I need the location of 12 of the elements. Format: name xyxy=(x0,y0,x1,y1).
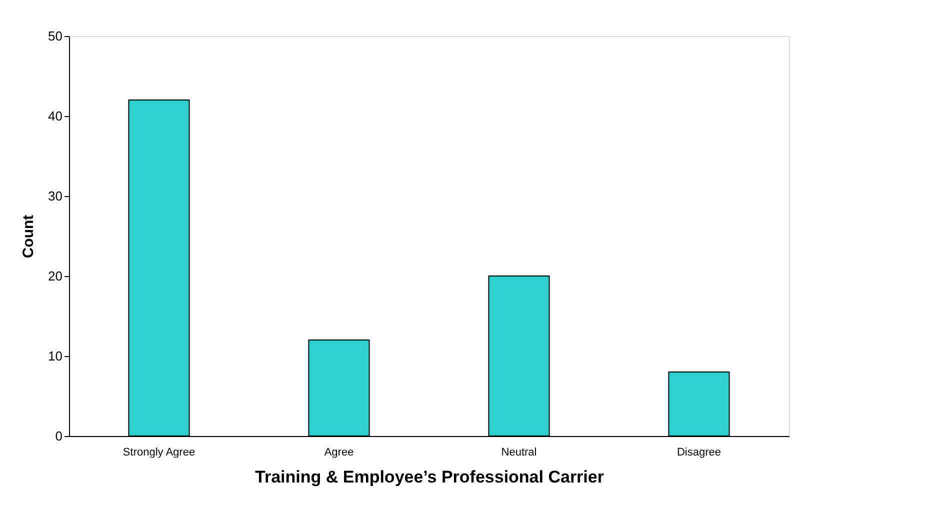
x-tick-label: Strongly Agree xyxy=(122,446,196,458)
x-tick-label: Agree xyxy=(324,446,354,458)
y-tick-label: 0 xyxy=(55,428,62,444)
y-tick-label: 30 xyxy=(48,188,62,204)
y-axis-title: Count xyxy=(20,214,38,258)
y-tick-label: 40 xyxy=(48,108,62,124)
y-tick-label: 20 xyxy=(48,268,62,284)
x-axis-title: Training & Employee’s Professional Carrier xyxy=(255,468,604,486)
x-tick-label: Disagree xyxy=(676,446,722,458)
y-tick-label: 50 xyxy=(48,28,62,44)
y-tick-label: 10 xyxy=(48,348,62,364)
x-tick-label: Neutral xyxy=(501,446,537,458)
